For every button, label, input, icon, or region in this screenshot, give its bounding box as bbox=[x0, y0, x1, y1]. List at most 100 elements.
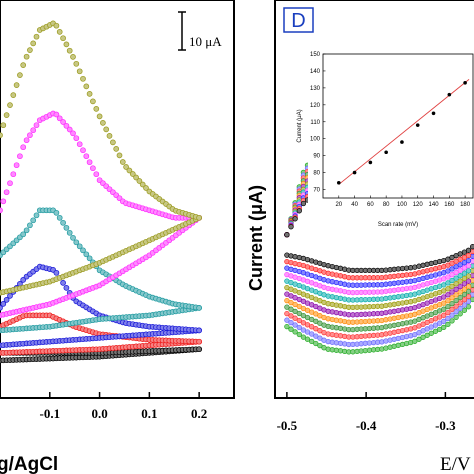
left-data-point bbox=[63, 122, 70, 129]
left-data-point bbox=[103, 126, 110, 133]
right-series bbox=[284, 296, 474, 355]
inset-data-point bbox=[384, 150, 388, 155]
left-data-point bbox=[83, 251, 90, 258]
right-data-point bbox=[453, 297, 459, 304]
panel-label: D bbox=[291, 10, 305, 32]
right-data-point bbox=[412, 338, 418, 344]
right-data-point bbox=[461, 270, 468, 276]
right-data-point bbox=[457, 283, 463, 290]
right-data-point bbox=[441, 282, 447, 288]
left-data-point bbox=[66, 47, 73, 54]
left-panel: -0.1 0.0 0.1 0.2 10 μA g/AgCl bbox=[0, 0, 235, 474]
right-series bbox=[284, 272, 474, 318]
right-data-point bbox=[395, 342, 401, 348]
left-data-point bbox=[196, 214, 202, 221]
inset-y-tick-label: 70 bbox=[313, 188, 320, 194]
left-plot-frame bbox=[0, 0, 235, 399]
left-x-tick-label: 0.2 bbox=[191, 406, 207, 421]
right-series bbox=[284, 287, 474, 340]
left-data-point bbox=[133, 174, 139, 181]
right-data-point bbox=[292, 329, 298, 335]
right-data-point bbox=[292, 315, 298, 321]
right-data-point bbox=[453, 303, 459, 309]
left-data-point bbox=[76, 68, 83, 75]
inset-y-tick-label: 140 bbox=[310, 69, 321, 75]
right-data-point bbox=[288, 326, 294, 332]
inset-data-point bbox=[352, 170, 357, 175]
right-data-point bbox=[449, 277, 455, 284]
left-data-point bbox=[196, 305, 202, 311]
left-data-point bbox=[3, 297, 10, 303]
left-series bbox=[0, 207, 202, 334]
right-data-point bbox=[461, 254, 468, 261]
left-data-point bbox=[90, 98, 96, 105]
left-data-point bbox=[66, 229, 73, 236]
left-data-point bbox=[53, 111, 60, 118]
inset-y-tick-label: 110 bbox=[310, 120, 320, 126]
right-data-point bbox=[465, 247, 472, 253]
right-data-point bbox=[465, 273, 472, 279]
right-data-point bbox=[337, 318, 344, 324]
left-data-point bbox=[17, 72, 23, 78]
right-data-point bbox=[383, 331, 389, 337]
right-data-point bbox=[300, 327, 307, 333]
right-data-point bbox=[445, 303, 451, 310]
inset-y-tick-label: 80 bbox=[313, 171, 320, 177]
left-data-point bbox=[0, 301, 7, 307]
inset-background bbox=[308, 46, 474, 214]
left-data-point bbox=[70, 54, 76, 60]
left-data-point bbox=[56, 29, 63, 35]
right-data-point bbox=[445, 298, 451, 304]
inset-x-tick-label: 180 bbox=[460, 202, 471, 208]
left-data-point bbox=[10, 92, 17, 98]
right-series bbox=[284, 282, 474, 333]
right-data-point bbox=[445, 315, 451, 322]
right-data-point bbox=[465, 293, 472, 300]
left-data-point bbox=[56, 214, 63, 221]
right-data-point bbox=[337, 288, 344, 294]
left-series bbox=[0, 20, 202, 296]
right-data-point bbox=[441, 318, 447, 324]
right-data-point bbox=[420, 334, 426, 340]
right-data-point bbox=[337, 295, 344, 301]
inset-fit-line bbox=[338, 79, 470, 185]
left-data-point bbox=[0, 198, 7, 205]
left-data-point bbox=[196, 338, 202, 345]
right-data-point bbox=[441, 306, 447, 312]
right-data-point bbox=[337, 325, 344, 331]
inset-y-tick-label: 90 bbox=[313, 154, 320, 160]
right-data-point bbox=[296, 331, 302, 338]
left-data-point bbox=[70, 234, 76, 241]
left-data-point bbox=[93, 106, 100, 112]
right-data-point bbox=[412, 264, 418, 270]
right-data-point bbox=[449, 306, 455, 312]
left-data-point bbox=[136, 178, 143, 184]
inset-x-tick-label: 60 bbox=[367, 202, 374, 208]
right-data-point bbox=[288, 224, 294, 230]
right-data-point bbox=[465, 263, 472, 269]
right-data-point bbox=[383, 317, 389, 323]
left-x-axis-title: g/AgCl bbox=[0, 454, 58, 474]
right-data-point bbox=[461, 297, 468, 303]
right-data-point bbox=[449, 289, 455, 295]
right-data-point bbox=[457, 311, 463, 317]
right-data-point bbox=[337, 348, 344, 354]
right-data-point bbox=[337, 273, 344, 279]
right-data-point bbox=[296, 310, 302, 317]
left-data-point bbox=[110, 139, 116, 146]
right-data-point bbox=[300, 200, 307, 207]
right-data-point bbox=[288, 319, 294, 326]
right-data-point bbox=[461, 281, 468, 287]
inset-y-axis-title: Current (μA) bbox=[297, 109, 303, 142]
left-data-point bbox=[20, 144, 27, 151]
right-data-point bbox=[317, 342, 323, 349]
left-data-point bbox=[30, 127, 37, 134]
left-data-point bbox=[27, 132, 33, 139]
right-data-point bbox=[457, 262, 463, 268]
left-data-point bbox=[139, 181, 146, 188]
left-data-point bbox=[33, 33, 40, 40]
right-data-point bbox=[461, 302, 468, 308]
left-data-point bbox=[0, 122, 7, 129]
right-data-point bbox=[383, 309, 389, 316]
right-data-point bbox=[304, 322, 311, 328]
